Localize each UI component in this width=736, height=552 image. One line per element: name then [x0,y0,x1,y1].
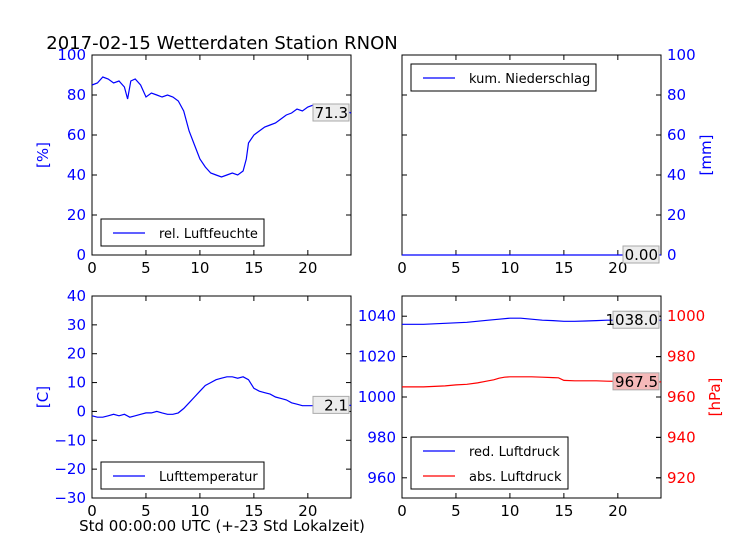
y-tick-label: 10 [67,374,86,392]
last-value-box [622,245,660,264]
legend-label: rel. Luftfeuchte [159,227,258,242]
x-tick-label: 15 [554,502,573,520]
y-tick-label: 20 [67,206,86,224]
x-tick-label: 5 [141,502,151,520]
legend: Lufttemperatur [100,461,265,490]
x-tick-label: 10 [500,502,519,520]
last-value: 0.00 [625,246,658,264]
y-tick-label: 0 [667,246,677,264]
x-axis-label: Std 00:00:00 UTC (+-23 Std Lokalzeit) [79,517,365,535]
y-tick-label: 40 [667,166,686,184]
x-tick-label: 0 [397,502,407,520]
last-value-box [312,395,350,414]
last-value-box [612,310,660,329]
last-value-box [312,103,350,122]
y-tick-label-right: 920 [667,469,696,487]
y-tick-label: 0 [76,246,86,264]
y-tick-label: 1040 [358,307,396,325]
y-tick-label-right: 1000 [667,307,705,325]
y-tick-label: 0 [76,402,86,420]
last-value: 1038.0 [606,311,659,329]
last-value: 2.1 [324,396,348,414]
series-line-1 [91,76,352,178]
legend-label: abs. Luftdruck [469,470,562,485]
x-tick-label: 15 [554,259,573,277]
x-tick-label: 15 [244,502,263,520]
series-line-1 [91,376,351,418]
y-tick-label: −20 [54,460,86,478]
y-tick-label: 960 [367,469,396,487]
y-tick-label: 1000 [358,388,396,406]
y-tick-label: 60 [667,126,686,144]
y-axis-label: [hPa] [706,378,724,417]
y-tick-label-right: 960 [667,388,696,406]
x-tick-label: 0 [87,259,97,277]
y-tick-label: 80 [667,86,686,104]
last-value: 967.5 [615,373,658,391]
x-tick-label: 5 [451,259,461,277]
y-axis-label: [mm] [697,135,715,176]
legend-label: red. Luftdruck [469,445,560,460]
y-tick-label: 980 [367,428,396,446]
x-tick-label: 10 [190,259,209,277]
y-axis-label: [%] [34,142,52,168]
last-value-box [612,372,660,391]
legend-label: kum. Niederschlag [469,72,590,87]
panel-bottom-right: 0 5 10 15 20 960 980 1000 1020 1040 920 940 960 980 10… [358,295,724,520]
y-tick-label: −10 [54,431,86,449]
x-tick-label: 20 [298,502,317,520]
panel-bottom-left: 0 5 10 15 20 −30 −20 −10 0 10 20 30 40 [C] 2.1 Lufttemp… [34,287,352,520]
legend: red. Luftdruck abs. Luftdruck [410,436,569,490]
plot-frame [91,54,352,256]
plot-frame [91,295,352,499]
y-tick-label-right: 980 [667,348,696,366]
y-tick-label: 100 [57,46,86,64]
x-tick-label: 5 [141,259,151,277]
x-tick-label: 10 [500,259,519,277]
last-value: 71.3 [315,104,348,122]
legend: rel. Luftfeuchte [100,218,265,247]
x-tick-label: 5 [451,502,461,520]
x-tick-label: 20 [608,502,627,520]
y-tick-label: 60 [67,126,86,144]
x-tick-label: 15 [244,259,263,277]
x-tick-label: 10 [190,502,209,520]
y-tick-label: 1020 [358,348,396,366]
x-tick-label: 0 [87,502,97,520]
y-tick-label: −30 [54,489,86,507]
y-tick-label: 40 [67,166,86,184]
legend: kum. Niederschlag [410,63,597,92]
y-tick-label: 80 [67,86,86,104]
y-tick-label: 20 [667,206,686,224]
legend-frame [410,436,569,490]
chart-title: 2017-02-15 Wetterdaten Station RNON [46,33,397,54]
y-tick-label: 40 [67,287,86,305]
x-tick-label: 0 [397,259,407,277]
y-tick-label: 20 [67,345,86,363]
y-tick-label: 30 [67,316,86,334]
y-tick-label: 100 [667,46,696,64]
legend-label: Lufttemperatur [159,470,258,485]
x-tick-label: 20 [298,259,317,277]
y-tick-label-right: 940 [667,428,696,446]
y-axis-label: [C] [34,386,52,408]
panel-top-left: 0 5 10 15 20 0 20 40 60 80 100 [%] 71.3 rel. Luftfeuc… [34,46,352,277]
